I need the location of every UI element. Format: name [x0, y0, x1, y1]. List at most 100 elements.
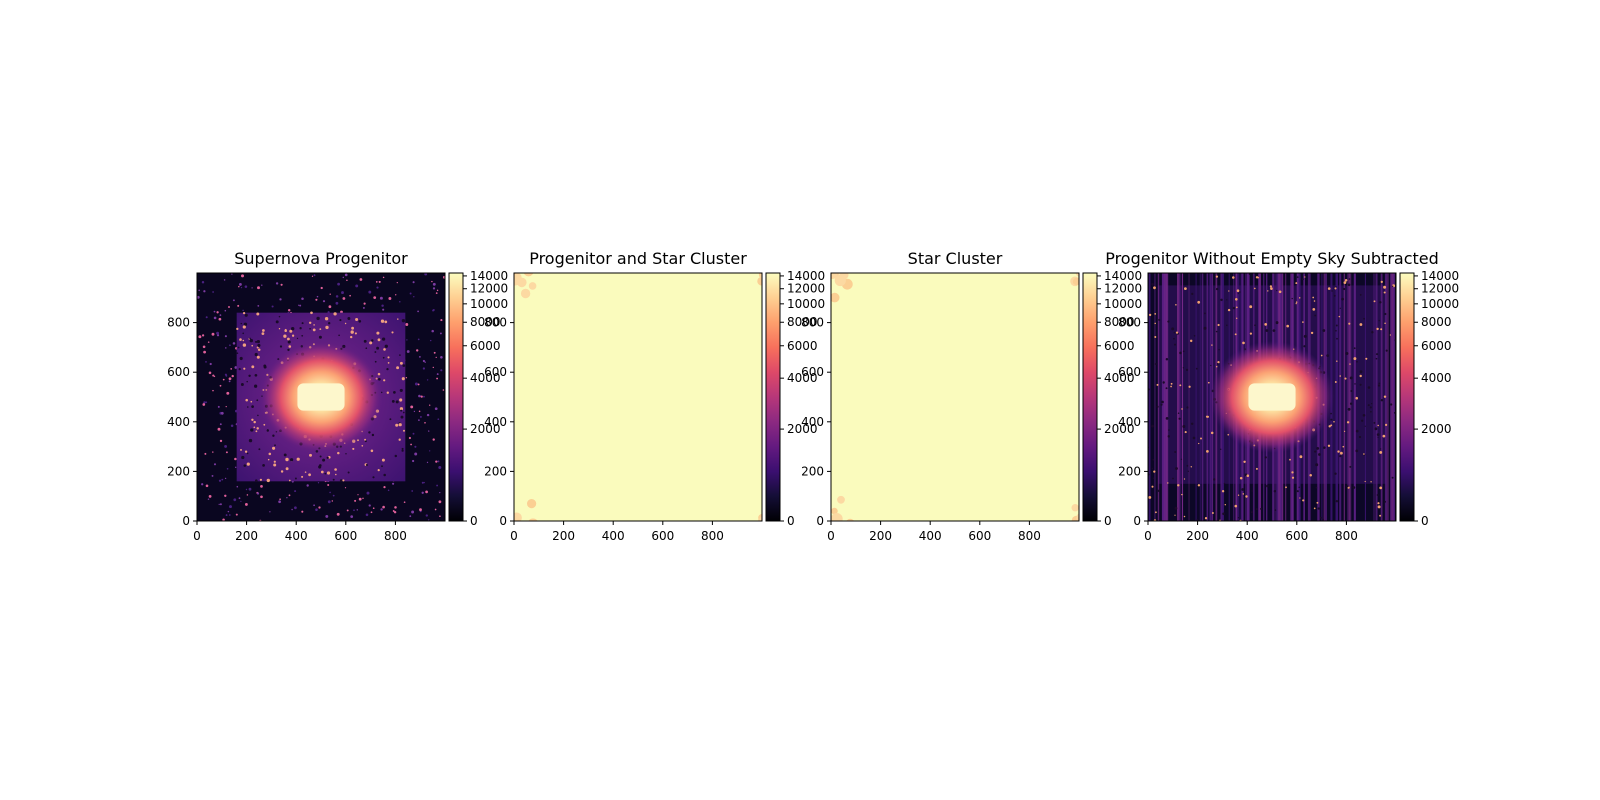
cluster-star — [242, 343, 247, 347]
cluster-star — [1335, 324, 1338, 327]
cluster-star — [401, 447, 404, 450]
noise-star — [225, 514, 228, 517]
noise-star — [436, 484, 439, 487]
cluster-star — [1162, 381, 1165, 384]
noise-star — [301, 510, 304, 513]
noise-star — [412, 432, 415, 435]
cluster-star — [344, 322, 347, 325]
noise-star — [261, 284, 263, 286]
x-tick-label: 200 — [552, 529, 575, 543]
cluster-star — [371, 433, 375, 437]
panel-4: Progenitor Without Empty Sky Subtracted 0… — [1105, 249, 1459, 543]
noise-star — [257, 305, 260, 307]
cluster-star — [1327, 444, 1331, 447]
cluster-star — [399, 361, 403, 365]
cluster-star — [1185, 368, 1189, 371]
noise-star — [222, 518, 225, 521]
cluster-star — [1359, 323, 1363, 326]
cluster-star — [259, 478, 263, 481]
noise-star — [417, 383, 420, 386]
noise-star — [335, 295, 339, 298]
noise-star — [228, 306, 230, 308]
colorbar-tick-label: 14000 — [470, 269, 508, 283]
cluster-star — [358, 319, 362, 323]
noise-star — [225, 375, 228, 377]
cluster-star — [1323, 446, 1326, 449]
cluster-star — [345, 453, 347, 455]
noise-star — [439, 515, 441, 518]
cluster-star — [1326, 354, 1330, 357]
noise-star — [207, 498, 210, 500]
cluster-star — [1226, 324, 1228, 327]
cluster-star — [1178, 417, 1181, 420]
cluster-star — [1181, 408, 1183, 410]
noise-star — [414, 452, 418, 456]
noise-star — [381, 304, 384, 307]
noise-star — [291, 508, 293, 511]
colorbar-tick-label: 8000 — [470, 315, 501, 329]
column-stripe — [1393, 273, 1395, 521]
cluster-star — [1191, 292, 1194, 296]
cluster-star — [1276, 289, 1278, 292]
cluster-star — [1148, 313, 1152, 317]
cluster-star — [1299, 455, 1303, 459]
cluster-star — [347, 471, 350, 474]
cluster-star — [1210, 364, 1212, 367]
cluster-star — [1190, 422, 1194, 426]
noise-star — [316, 295, 319, 298]
cluster-star — [391, 331, 394, 334]
colorbar-tick-label: 10000 — [470, 297, 508, 311]
noise-star — [203, 401, 206, 404]
cluster-star — [1369, 406, 1372, 409]
cluster-star — [1216, 362, 1219, 365]
noise-star — [435, 356, 437, 359]
cluster-star — [1298, 486, 1300, 489]
colorbar-tick-label: 0 — [470, 514, 478, 528]
cluster-star — [1361, 419, 1364, 422]
x-tick-label: 800 — [1018, 529, 1041, 543]
noise-star — [216, 331, 220, 335]
cluster-star — [1221, 490, 1225, 493]
cluster-star — [304, 471, 307, 473]
cluster-star — [376, 346, 380, 350]
corner-blob — [834, 274, 846, 287]
noise-star — [346, 279, 348, 281]
cluster-star — [1239, 291, 1241, 293]
corner-blob — [528, 518, 538, 521]
cluster-star — [1356, 360, 1358, 363]
cluster-star — [1267, 290, 1269, 292]
noise-star — [357, 494, 359, 496]
cluster-star — [1348, 278, 1351, 280]
cluster-star — [1237, 517, 1239, 519]
x-tick-label: 0 — [510, 529, 518, 543]
noise-star — [235, 513, 238, 516]
cluster-star — [313, 324, 315, 326]
cluster-star — [280, 470, 284, 473]
cluster-star — [1167, 320, 1170, 323]
x-tick-label: 0 — [1144, 529, 1152, 543]
noise-star — [205, 361, 207, 363]
cluster-star — [1370, 481, 1372, 483]
cluster-star — [308, 473, 311, 477]
cluster-star — [296, 337, 299, 340]
cluster-star — [322, 458, 326, 462]
cluster-star — [1358, 435, 1362, 439]
cluster-star — [1154, 511, 1157, 514]
cluster-star — [296, 457, 300, 461]
cluster-star — [1371, 330, 1374, 334]
cluster-star — [1383, 285, 1387, 289]
cluster-star — [268, 452, 272, 456]
cluster-star — [342, 479, 345, 482]
cluster-star — [1341, 297, 1344, 301]
cluster-star — [1175, 331, 1179, 334]
noise-star — [426, 413, 430, 417]
cluster-star — [1179, 351, 1182, 355]
column-stripe — [1188, 273, 1190, 521]
noise-star — [213, 316, 217, 320]
column-stripe — [1167, 273, 1169, 521]
cluster-star — [1333, 294, 1336, 297]
noise-star — [432, 366, 434, 369]
cluster-star — [1349, 402, 1353, 405]
